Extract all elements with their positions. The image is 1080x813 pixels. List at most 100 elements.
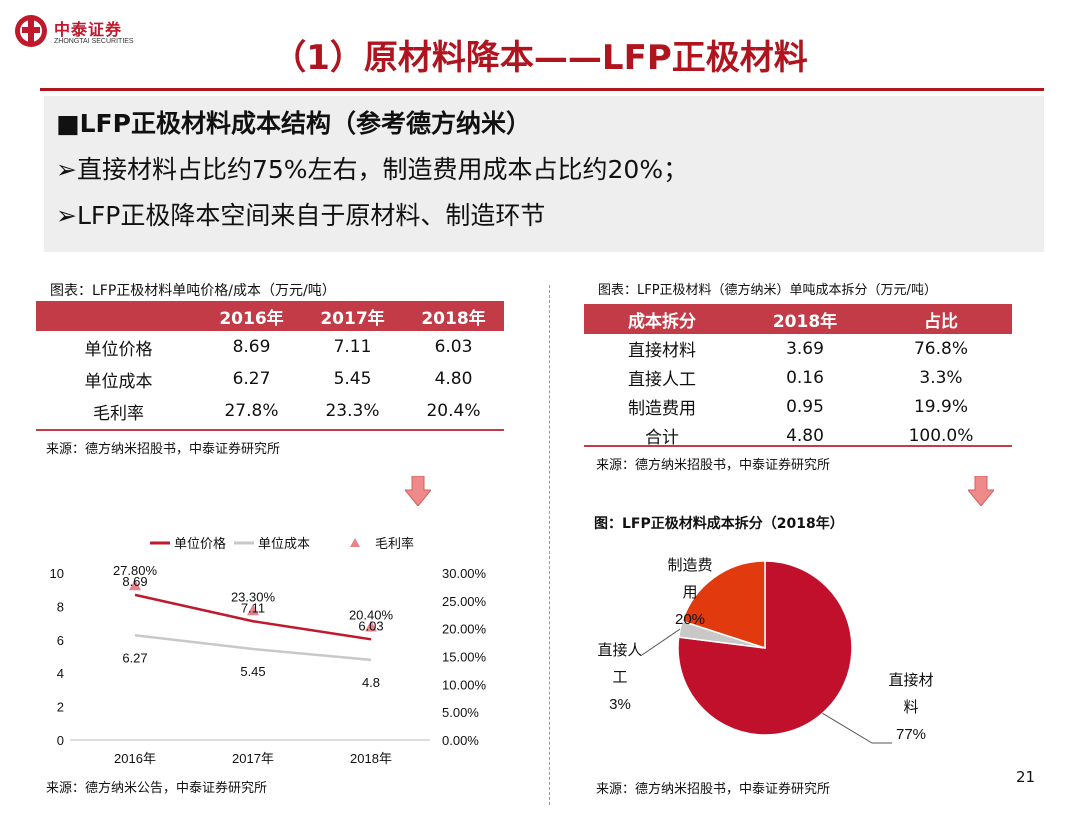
cost-breakdown-pie: 直接材料 77% 直接人工 3% 制造费用 20% (597, 557, 934, 744)
page-number: 21 (1016, 768, 1036, 786)
company-logo: 中泰证券 ZHONGTAI SECURITIES (14, 10, 164, 50)
table-row: 单位成本 6.27 5.45 4.80 (36, 363, 504, 395)
table-cell: 4.80 (434, 369, 473, 389)
summary-heading: ■LFP正极材料成本结构（参考德方纳米） (56, 109, 531, 138)
x-tick-label: 2018年 (350, 751, 392, 766)
table-cell: 0.95 (786, 396, 824, 417)
table-bottom-rule (36, 429, 504, 431)
legend-label: 毛利率 (375, 536, 414, 551)
table-row: 毛利率 27.8% 23.3% 20.4% (36, 395, 504, 427)
left-table-source: 来源：德方纳米招股书，中泰证券研究所 (46, 442, 281, 457)
y2-tick-label: 30.00% (442, 566, 487, 581)
slide-title: （1）原材料降本——LFP正极材料 (272, 38, 808, 78)
y2-tick-label: 15.00% (442, 650, 487, 665)
price-cost-margin-chart: 单位价格 单位成本 毛利率 10 8 6 4 2 0 30.00% 25.00% 20.00% 15.… (50, 536, 487, 766)
right-table-caption: 图表：LFP正极材料（德方纳米）单吨成本拆分（万元/吨） (598, 283, 937, 298)
table-cell: 76.8% (913, 338, 968, 359)
margin-data-label: 23.30% (231, 589, 276, 604)
cost-data-label: 4.8 (362, 675, 380, 690)
table-cell: 4.80 (786, 425, 824, 446)
pie-label: 3% (609, 696, 631, 713)
y-tick-label: 10 (50, 566, 64, 581)
table-cell: 20.4% (426, 401, 481, 421)
table-header-cell: 2018年 (403, 301, 504, 331)
pie-slices (677, 560, 853, 736)
table-row: 直接人工 0.16 3.3% (584, 363, 1012, 392)
table-row: 单位价格 8.69 7.11 6.03 (36, 331, 504, 363)
down-arrow-icon (968, 476, 994, 506)
price-data-label: 7.11 (241, 600, 265, 615)
table-bottom-rule (584, 445, 1012, 447)
table-cell: 5.45 (333, 369, 372, 389)
table-header-cell: 2017年 (302, 301, 403, 331)
table-cell: 直接材料 (628, 341, 696, 361)
cost-breakdown-table: 成本拆分 2018年 占比 直接材料 3.69 76.8% 直接人工 0.16 … (584, 304, 1012, 450)
legend-label: 单位价格 (174, 536, 226, 551)
logo-en-text: ZHONGTAI SECURITIES (54, 38, 134, 45)
pie-label: 直接材 (888, 672, 933, 689)
pie-label: 工 (612, 669, 627, 686)
table-cell: 6.27 (232, 369, 271, 389)
price-data-label: 6.03 (358, 618, 383, 633)
summary-bullet-1: ➢直接材料占比约75%左右，制造费用成本占比约20%； (56, 155, 689, 184)
left-table-caption: 图表：LFP正极材料单吨价格/成本（万元/吨） (50, 283, 336, 299)
line-chart-source: 来源：德方纳米公告，中泰证券研究所 (46, 781, 268, 796)
table-header-cell: 2016年 (201, 301, 302, 331)
y-tick-label: 8 (57, 599, 64, 614)
table-cell: 3.69 (786, 338, 824, 359)
table-cell: 3.3% (919, 367, 963, 388)
margin-marker (247, 604, 259, 616)
y-tick-label: 0 (57, 733, 64, 748)
pie-chart-title: 图：LFP正极材料成本拆分（2018年） (594, 516, 844, 532)
x-tick-label: 2017年 (232, 751, 274, 766)
price-cost-table: 2016年 2017年 2018年 单位价格 8.69 7.11 6.03 单位… (36, 301, 504, 427)
table-cell: 单位价格 (84, 339, 153, 360)
y2-tick-label: 25.00% (442, 594, 487, 609)
legend-label: 单位成本 (258, 536, 310, 551)
y-tick-label: 2 (57, 700, 64, 715)
table-header-cell: 成本拆分 (584, 304, 740, 334)
section-divider (549, 285, 550, 805)
table-cell: 合计 (645, 428, 679, 448)
right-table-source: 来源：德方纳米招股书，中泰证券研究所 (596, 458, 831, 473)
margin-marker (129, 579, 141, 591)
chart-marks: 8.69 7.11 6.03 27.80% 23.30% 20.40% 6.27 5.45 4.… (113, 563, 394, 690)
table-cell: 制造费用 (628, 399, 696, 419)
y2-tick-label: 10.00% (442, 677, 487, 692)
table-cell: 单位成本 (84, 371, 153, 392)
table-row: 制造费用 0.95 19.9% (584, 392, 1012, 421)
table-cell: 7.11 (333, 337, 372, 357)
pie-labels: 直接材料 77% 直接人工 3% 制造费用 20% (597, 557, 934, 744)
table-cell: 6.03 (434, 337, 473, 357)
y-tick-label: 4 (57, 666, 64, 681)
table-cell: 8.69 (232, 337, 271, 357)
pie-label: 制造费 (667, 557, 712, 574)
table-header-cell: 2018年 (740, 304, 870, 334)
pie-leader-line (641, 628, 681, 656)
table-header-row: 2016年 2017年 2018年 (36, 301, 504, 331)
y2-tick-label: 20.00% (442, 622, 487, 637)
pie-label: 77% (896, 726, 926, 743)
summary-bullet-2: ➢LFP正极降本空间来自于原材料、制造环节 (56, 201, 546, 230)
series-line-price (134, 593, 372, 641)
table-header-cell (36, 301, 201, 331)
table-row: 合计 4.80 100.0% (584, 421, 1012, 450)
margin-marker (365, 620, 377, 632)
pie-chart-source: 来源：德方纳米招股书，中泰证券研究所 (596, 782, 831, 797)
pie-label: 直接人 (597, 642, 642, 659)
legend-swatch (350, 538, 360, 547)
pie-label: 用 (682, 584, 697, 601)
price-data-label: 8.69 (122, 574, 147, 589)
table-cell: 27.8% (224, 401, 279, 421)
chart-legend: 单位价格 单位成本 毛利率 (150, 536, 414, 551)
chart-axes: 10 8 6 4 2 0 30.00% 25.00% 20.00% 15.00% 10.00% 5.0… (50, 566, 487, 766)
logo-icon (15, 15, 47, 47)
y2-tick-label: 0.00% (442, 733, 479, 748)
table-cell: 19.9% (913, 396, 968, 417)
table-cell: 100.0% (908, 425, 974, 446)
table-header-cell: 占比 (870, 304, 1012, 334)
pie-label: 料 (903, 699, 918, 716)
title-rule (40, 88, 1044, 91)
logo-cn-text: 中泰证券 (54, 20, 123, 39)
series-line-cost (134, 634, 372, 662)
